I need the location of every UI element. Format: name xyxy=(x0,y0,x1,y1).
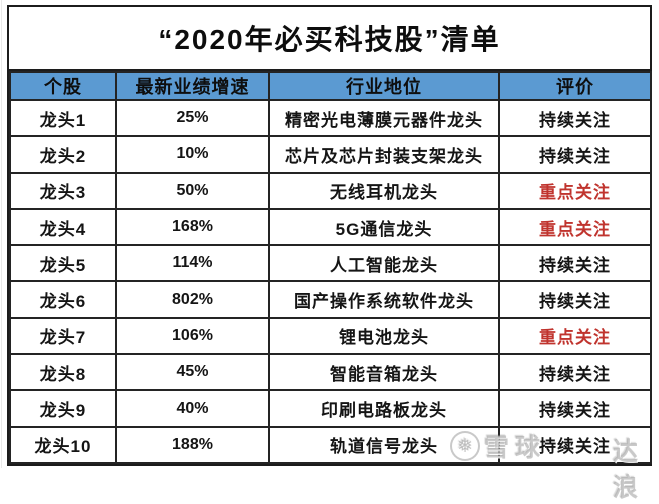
position-cell: 智能音箱龙头 xyxy=(268,353,500,392)
growth-cell: 25% xyxy=(115,98,270,138)
column-header-evaluation: 评价 xyxy=(498,71,652,101)
stock-cell: 龙头7 xyxy=(9,316,117,356)
position-cell: 轨道信号龙头 xyxy=(268,425,500,465)
position-cell: 精密光电薄膜元器件龙头 xyxy=(268,98,500,138)
position-cell: 5G通信龙头 xyxy=(268,207,500,247)
column-header-growth: 最新业绩增速 xyxy=(115,71,270,101)
table-row: 龙头1 25% 精密光电薄膜元器件龙头 持续关注 xyxy=(9,98,652,138)
growth-cell: 10% xyxy=(115,135,270,174)
evaluation-cell: 重点关注 xyxy=(498,316,652,356)
evaluation-cell: 重点关注 xyxy=(498,207,652,247)
evaluation-cell: 重点关注 xyxy=(498,171,652,210)
growth-cell: 50% xyxy=(115,171,270,210)
column-header-position: 行业地位 xyxy=(268,71,500,101)
growth-cell: 188% xyxy=(115,425,270,465)
page-title: “2020年必买科技股”清单 xyxy=(9,7,650,71)
stock-table-sheet: “2020年必买科技股”清单 个股 最新业绩增速 行业地位 评价 龙头1 25%… xyxy=(7,5,652,466)
growth-cell: 45% xyxy=(115,353,270,392)
evaluation-cell: 持续关注 xyxy=(498,135,652,174)
position-cell: 印刷电路板龙头 xyxy=(268,389,500,428)
stock-cell: 龙头4 xyxy=(9,207,117,247)
stock-cell: 龙头8 xyxy=(9,353,117,392)
header-row: 个股 最新业绩增速 行业地位 评价 xyxy=(9,71,652,101)
stock-cell: 龙头3 xyxy=(9,171,117,210)
position-cell: 锂电池龙头 xyxy=(268,316,500,356)
evaluation-cell: 持续关注 xyxy=(498,425,652,465)
growth-cell: 802% xyxy=(115,280,270,319)
growth-cell: 40% xyxy=(115,389,270,428)
table-row: 龙头5 114% 人工智能龙头 持续关注 xyxy=(9,244,652,283)
stock-cell: 龙头1 xyxy=(9,98,117,138)
position-cell: 国产操作系统软件龙头 xyxy=(268,280,500,319)
growth-cell: 168% xyxy=(115,207,270,247)
spreadsheet-gridline xyxy=(1,0,2,468)
table-row: 龙头10 188% 轨道信号龙头 持续关注 xyxy=(9,425,652,465)
table-row: 龙头7 106% 锂电池龙头 重点关注 xyxy=(9,316,652,356)
growth-cell: 114% xyxy=(115,244,270,283)
position-cell: 无线耳机龙头 xyxy=(268,171,500,210)
stock-cell: 龙头6 xyxy=(9,280,117,319)
table-row: 龙头4 168% 5G通信龙头 重点关注 xyxy=(9,207,652,247)
evaluation-cell: 持续关注 xyxy=(498,389,652,428)
table-row: 龙头3 50% 无线耳机龙头 重点关注 xyxy=(9,171,652,210)
stock-cell: 龙头9 xyxy=(9,389,117,428)
table-row: 龙头2 10% 芯片及芯片封装支架龙头 持续关注 xyxy=(9,135,652,174)
stock-cell: 龙头2 xyxy=(9,135,117,174)
table-row: 龙头9 40% 印刷电路板龙头 持续关注 xyxy=(9,389,652,428)
stock-cell: 龙头5 xyxy=(9,244,117,283)
column-header-stock: 个股 xyxy=(9,71,117,101)
table-row: 龙头6 802% 国产操作系统软件龙头 持续关注 xyxy=(9,280,652,319)
position-cell: 芯片及芯片封装支架龙头 xyxy=(268,135,500,174)
evaluation-cell: 持续关注 xyxy=(498,98,652,138)
growth-cell: 106% xyxy=(115,316,270,356)
table-row: 龙头8 45% 智能音箱龙头 持续关注 xyxy=(9,353,652,392)
stock-table: 个股 最新业绩增速 行业地位 评价 龙头1 25% 精密光电薄膜元器件龙头 持续… xyxy=(9,71,652,465)
evaluation-cell: 持续关注 xyxy=(498,280,652,319)
evaluation-cell: 持续关注 xyxy=(498,353,652,392)
stock-cell: 龙头10 xyxy=(9,425,117,465)
position-cell: 人工智能龙头 xyxy=(268,244,500,283)
evaluation-cell: 持续关注 xyxy=(498,244,652,283)
